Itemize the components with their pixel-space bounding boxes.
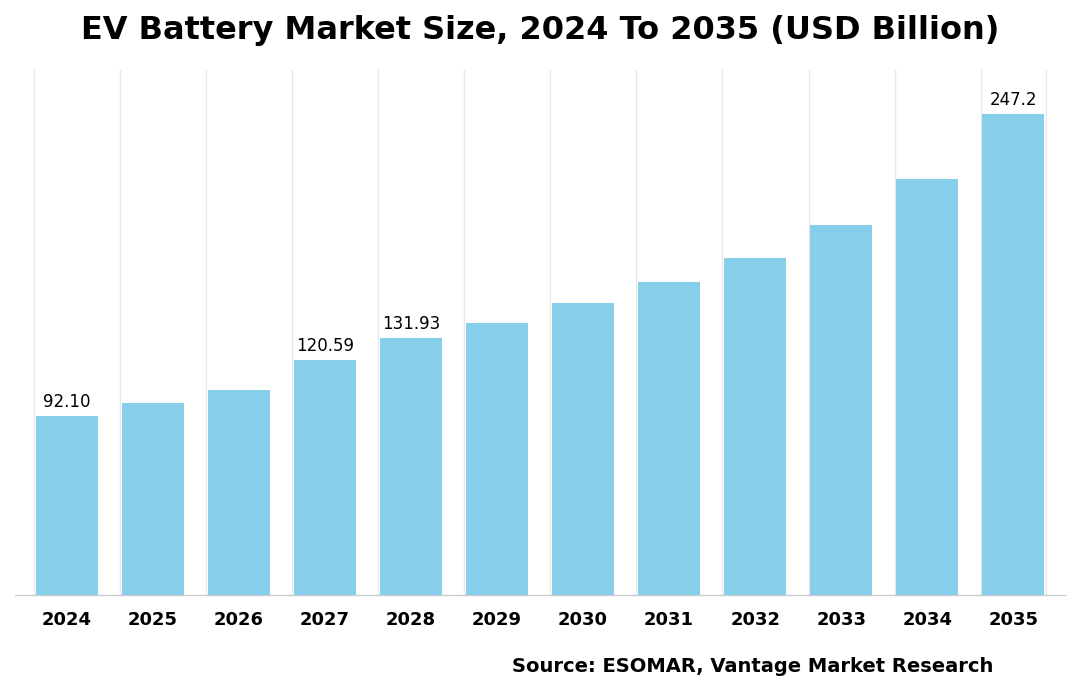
Text: 247.2: 247.2: [989, 91, 1037, 109]
Bar: [36, 416, 97, 595]
Bar: [638, 281, 700, 595]
Bar: [896, 178, 958, 595]
Bar: [983, 114, 1044, 595]
Bar: [552, 303, 615, 595]
Bar: [294, 360, 355, 595]
Bar: [380, 338, 442, 595]
Title: EV Battery Market Size, 2024 To 2035 (USD Billion): EV Battery Market Size, 2024 To 2035 (US…: [81, 15, 999, 46]
Text: 120.59: 120.59: [296, 337, 354, 356]
Bar: [810, 225, 873, 595]
Bar: [725, 258, 786, 595]
Text: 92.10: 92.10: [43, 393, 91, 411]
Text: 131.93: 131.93: [381, 316, 440, 333]
Bar: [122, 403, 184, 595]
Text: Source: ESOMAR, Vantage Market Research: Source: ESOMAR, Vantage Market Research: [512, 657, 994, 675]
Bar: [207, 390, 270, 595]
Bar: [465, 323, 528, 595]
